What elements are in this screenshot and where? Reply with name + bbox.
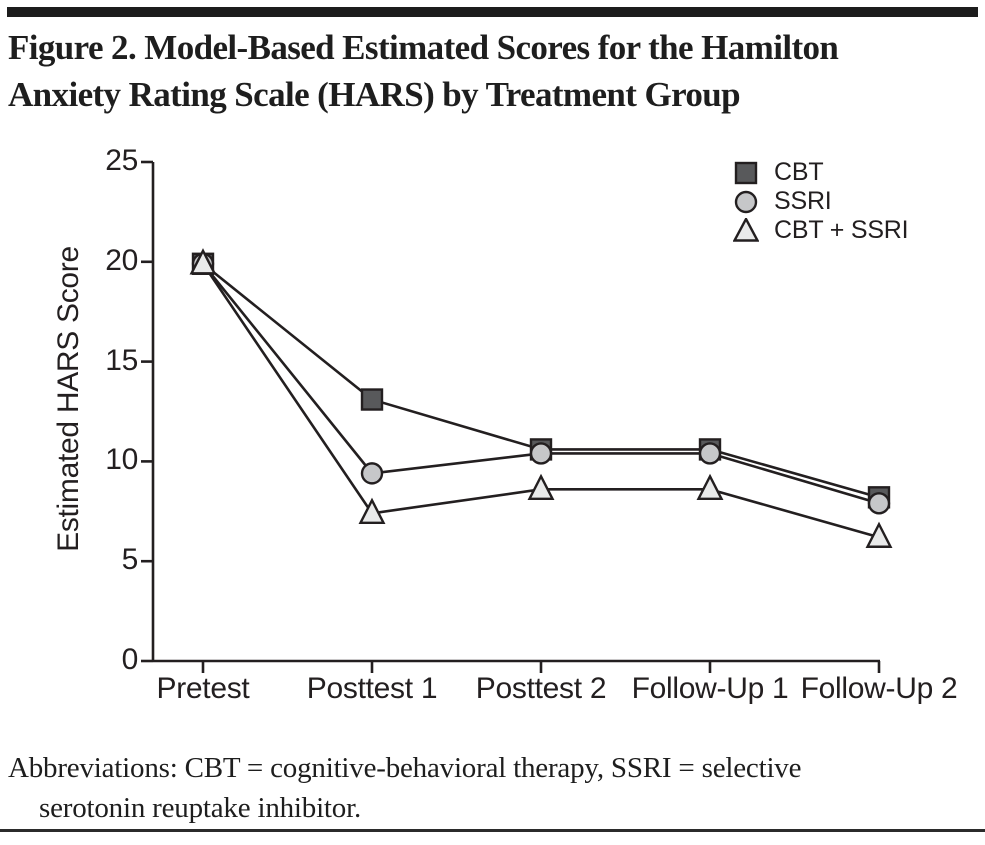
abbreviations-line-2: serotonin reuptake inhibitor. (39, 792, 361, 824)
legend-label-cbt: CBT (774, 158, 824, 186)
y-tick-label: 20 (105, 243, 138, 277)
legend-circle-marker-icon (734, 190, 758, 213)
x-category-label: Follow-Up 1 (631, 672, 789, 705)
marker-square (360, 388, 384, 411)
legend-row-cbt-ssri: CBT + SSRI (733, 216, 909, 245)
abbreviations-note: Abbreviations: CBT = cognitive-behaviora… (8, 748, 978, 828)
y-tick-label: 0 (121, 643, 139, 676)
marker-circle (698, 442, 722, 465)
figure-title-line-1: Figure 2. Model-Based Estimated Scores f… (8, 28, 839, 67)
marker-triangle (358, 497, 386, 524)
x-category-label: Posttest 2 (475, 672, 607, 705)
y-axis-title-text: Estimated HARS Score (52, 246, 85, 552)
x-category-label: Posttest 1 (306, 672, 438, 705)
legend-square-marker-icon (734, 161, 758, 184)
abbreviations-line-1: Abbreviations: CBT = cognitive-behaviora… (8, 752, 802, 784)
y-tick-label: 10 (105, 443, 138, 477)
figure-title-line-2: Anxiety Rating Scale (HARS) by Treatment… (8, 75, 741, 114)
bottom-rule (0, 829, 985, 832)
y-tick-label: 25 (105, 144, 138, 177)
marker-circle (867, 492, 891, 515)
marker-triangle (865, 521, 893, 548)
legend-label-ssri: SSRI (774, 187, 832, 215)
chart-legend: CBT SSRI CBT + SSRI (733, 158, 909, 245)
y-tick-label: 15 (105, 343, 138, 377)
marker-triangle (696, 473, 724, 501)
y-tick-label: 5 (121, 543, 139, 577)
legend-row-ssri: SSRI (733, 187, 908, 216)
marker-circle (529, 442, 553, 465)
x-category-label: Pretest (156, 672, 250, 705)
marker-triangle (189, 248, 217, 275)
legend-label-cbt-ssri: CBT + SSRI (774, 216, 909, 244)
legend-triangle-marker-icon (733, 217, 759, 242)
top-rule (7, 7, 978, 17)
figure-title: Figure 2. Model-Based Estimated Scores f… (8, 24, 978, 118)
marker-circle (360, 462, 384, 485)
x-category-label: Follow-Up 2 (800, 672, 958, 705)
legend-row-cbt: CBT (733, 158, 908, 187)
marker-triangle (527, 473, 555, 501)
